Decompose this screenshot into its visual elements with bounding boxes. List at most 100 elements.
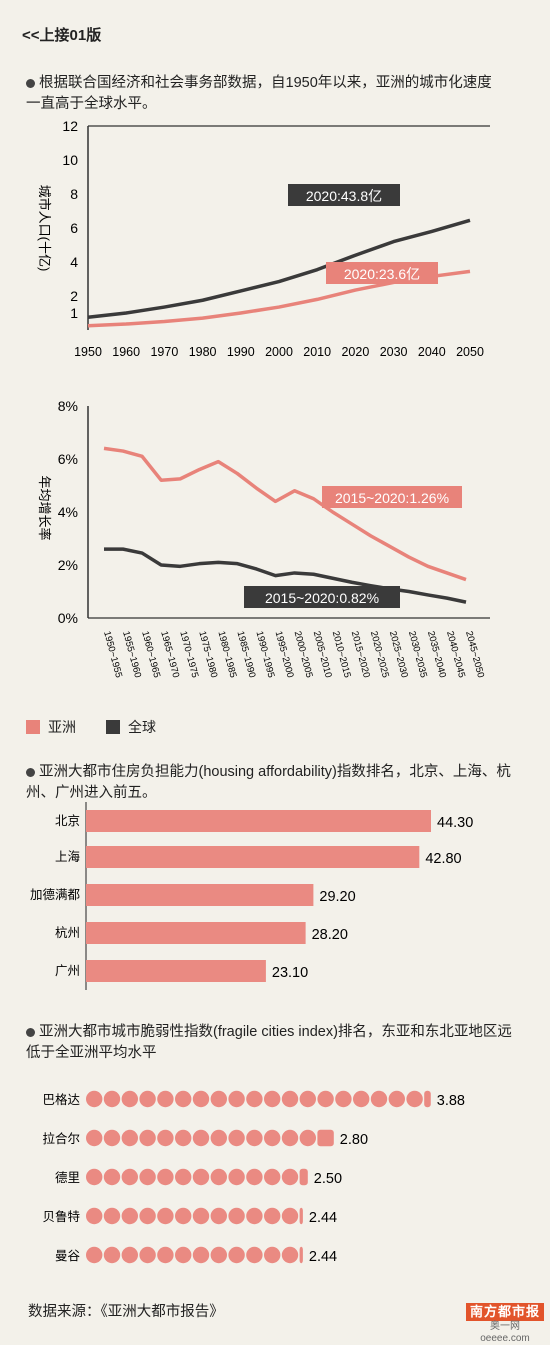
value-dot [353, 1090, 370, 1108]
value-dot [175, 1207, 192, 1225]
value-dot [86, 1090, 103, 1108]
annotation-asia-box [322, 486, 462, 508]
legend-asia-label: 亚洲 [48, 719, 76, 735]
bar-value-label: 44.30 [437, 815, 473, 831]
logo-subtitle: 奥一网oeeee.com [480, 1321, 530, 1344]
value-dot-partial [424, 1090, 431, 1108]
value-dot [299, 1090, 316, 1108]
bar [86, 960, 266, 982]
value-dot [139, 1168, 156, 1186]
bullet-icon [26, 1027, 35, 1037]
y-tick-label: 8% [58, 398, 78, 414]
urban-population-chart: 12 4 6 8 10 12 1950 1960 1970 1980 1990 2000 2010 202… [37, 118, 490, 359]
series-line-asia [103, 446, 467, 582]
value-dot-partial [299, 1246, 303, 1264]
y-tick-label: 4% [58, 504, 78, 520]
x-tick-label: 2040 [418, 345, 446, 359]
value-dot [335, 1090, 352, 1108]
value-dot [121, 1246, 138, 1264]
value-dot [121, 1168, 138, 1186]
value-dot [228, 1129, 245, 1147]
y-axis-label: 年均增长率 [37, 475, 52, 540]
bullet-icon [26, 78, 35, 88]
value-dot [139, 1207, 156, 1225]
dot-category-label: 巴格达 [42, 1092, 80, 1107]
value-dot [210, 1207, 227, 1225]
dot-category-label: 贝鲁特 [42, 1209, 80, 1224]
y-tick-label: 10 [62, 152, 78, 168]
legend-global-label: 全球 [128, 719, 156, 735]
value-dot [281, 1090, 299, 1108]
y-tick-label: 1 [70, 305, 78, 321]
series-line-global [87, 218, 471, 319]
value-dot [157, 1207, 174, 1225]
annotation-asia: 2020:23.6亿 [326, 262, 438, 284]
value-dot [246, 1246, 263, 1264]
y-tick-label: 2 [70, 288, 78, 304]
y-tick-label: 2% [58, 557, 78, 573]
dot-category-label: 曼谷 [55, 1249, 81, 1263]
x-tick-label: 1970 [150, 345, 178, 359]
intro-urbanization-text: 根据联合国经济和社会事务部数据，自1950年以来，亚洲的城市化速度一直高于全球水… [26, 75, 492, 112]
bar-value-label: 28.20 [312, 927, 348, 943]
bar-category-label: 上海 [55, 849, 81, 864]
y-tick-label: 12 [62, 118, 78, 134]
value-dot [103, 1168, 121, 1186]
dot-category-label: 德里 [55, 1170, 80, 1185]
annotation-global: 2015~2020:0.82% [244, 586, 400, 608]
y-tick-label: 6 [70, 220, 78, 236]
value-dot [157, 1090, 174, 1108]
value-dot [406, 1090, 423, 1108]
x-tick-label: 1980 [189, 345, 217, 359]
value-dot [175, 1129, 192, 1147]
legend-global-swatch [106, 720, 120, 734]
value-dot-partial [299, 1207, 303, 1225]
bar-value-label: 23.10 [272, 965, 308, 981]
x-tick-label: 2000 [265, 345, 293, 359]
dot-value-label: 2.50 [314, 1171, 342, 1187]
x-tick-label: 2010 [303, 345, 331, 359]
value-dot [157, 1246, 174, 1264]
value-dot-partial [299, 1168, 308, 1186]
value-dot [86, 1246, 103, 1264]
bar-category-label: 广州 [55, 964, 80, 978]
value-dot [228, 1090, 245, 1108]
legend-asia-swatch [26, 720, 40, 734]
bullet-icon [26, 767, 35, 777]
value-dot [139, 1246, 156, 1264]
value-dot [210, 1129, 227, 1147]
value-dot [246, 1168, 263, 1186]
value-dot [246, 1129, 263, 1147]
bar [86, 884, 314, 906]
value-dot [264, 1246, 281, 1264]
annotation-global-box [288, 184, 400, 206]
annotation-global: 2020:43.8亿 [288, 184, 400, 206]
value-dot [121, 1129, 138, 1147]
x-tick-label: 2020 [341, 345, 369, 359]
bar-category-label: 北京 [55, 814, 80, 828]
fragile-cities-chart: 巴格达 3.88 拉合尔 2.80 德里 2.50 贝鲁特 2.44 曼谷 2.44 [42, 1090, 465, 1265]
bar [86, 922, 306, 944]
y-axis-label: 城市人口(十亿) [37, 185, 52, 272]
bar-category-label: 加德满都 [30, 887, 81, 902]
value-dot [175, 1090, 192, 1108]
value-dot [192, 1168, 210, 1186]
value-dot [210, 1168, 227, 1186]
intro-urbanization: 根据联合国经济和社会事务部数据，自1950年以来，亚洲的城市化速度一直高于全球水… [26, 73, 496, 115]
value-dot [246, 1090, 263, 1108]
value-dot [281, 1246, 299, 1264]
x-tick-label: 1960 [112, 345, 140, 359]
value-dot [299, 1129, 316, 1147]
value-dot [228, 1246, 245, 1264]
value-dot [281, 1129, 299, 1147]
value-dot [175, 1168, 192, 1186]
x-tick-label: 2030 [380, 345, 408, 359]
annotation-asia-box [326, 262, 438, 284]
value-dot [317, 1090, 334, 1108]
value-dot [264, 1168, 281, 1186]
x-tick-label: 2050 [456, 345, 484, 359]
annotation-asia: 2015~2020:1.26% [322, 486, 462, 508]
dot-category-label: 拉合尔 [42, 1131, 80, 1146]
dot-value-label: 2.80 [340, 1132, 368, 1148]
value-dot [192, 1090, 210, 1108]
